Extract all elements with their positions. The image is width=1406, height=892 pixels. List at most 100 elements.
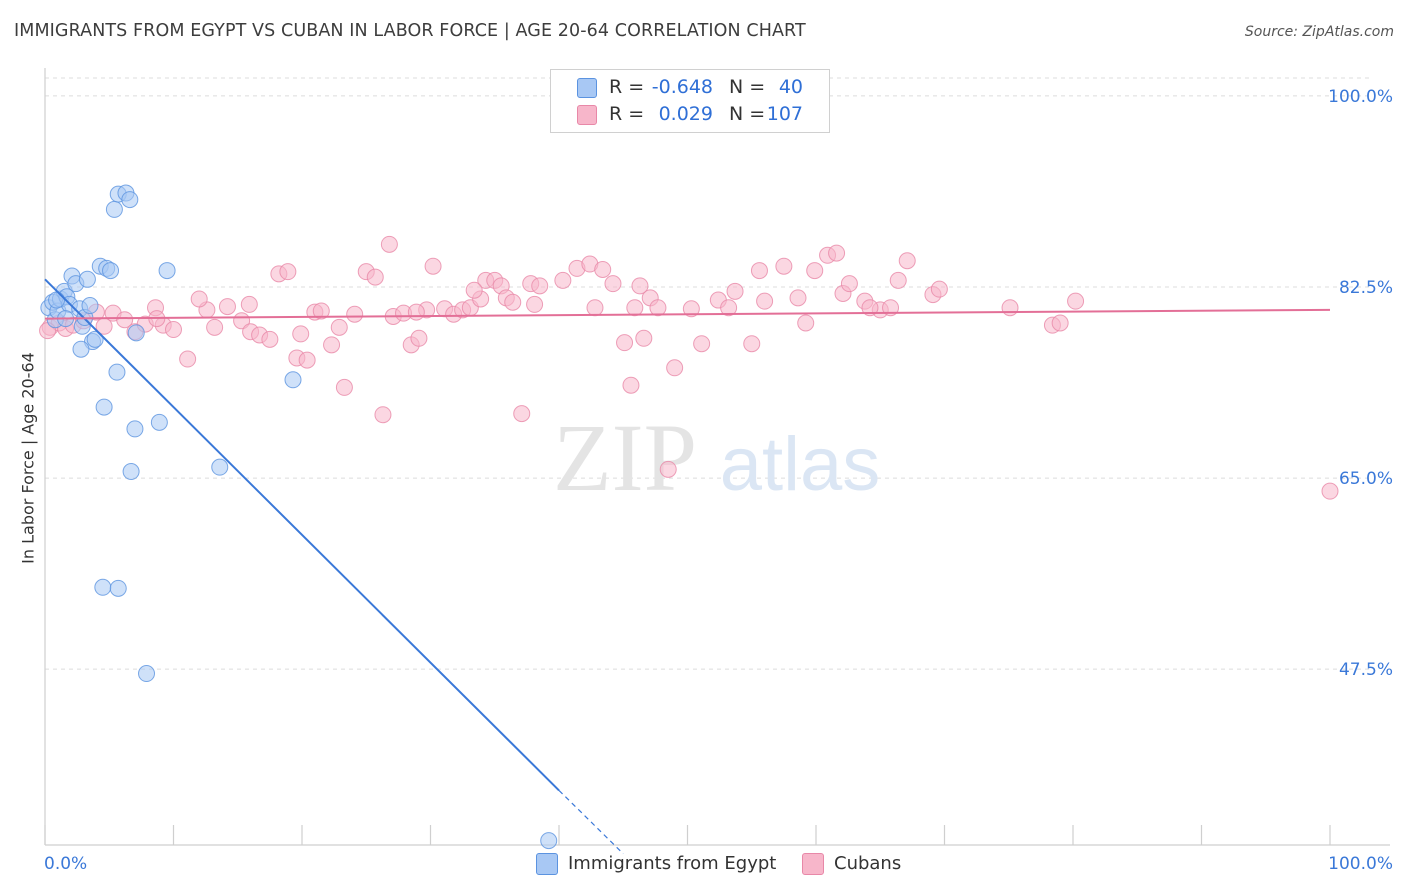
series-label-egypt: Immigrants from Egypt <box>568 853 777 874</box>
egypt-point <box>94 578 112 596</box>
cuban-point <box>797 314 815 332</box>
cuban-point <box>889 271 907 289</box>
cuban-point <box>346 305 364 323</box>
y-tick-label: 100.0% <box>1328 87 1393 107</box>
cuban-point <box>586 299 604 317</box>
cuban-point <box>380 235 398 253</box>
legend-r-value: 0.029 <box>658 103 713 125</box>
egypt-point <box>211 458 229 476</box>
legend-swatch-cubans <box>577 105 597 125</box>
cuban-point <box>930 280 948 298</box>
egypt-point <box>284 371 302 389</box>
series-swatch-egypt <box>536 853 558 875</box>
cuban-point <box>666 359 684 377</box>
watermark-zip: ZIP <box>553 404 697 511</box>
cuban-point <box>116 311 134 329</box>
egypt-point <box>540 832 558 850</box>
legend-row-egypt: R = -0.648 N = 40 <box>551 74 829 100</box>
cuban-point <box>335 378 353 396</box>
cuban-point <box>720 299 738 317</box>
cuban-point <box>261 330 279 348</box>
cuban-point <box>635 329 653 347</box>
cuban-point <box>410 329 428 347</box>
legend-row-cubans: R = 0.029 N = 107 <box>551 101 829 127</box>
cuban-point <box>531 277 549 295</box>
egypt-point <box>81 297 99 315</box>
series-label-cubans: Cubans <box>834 853 902 874</box>
cuban-point <box>190 290 208 308</box>
source-credit: Source: ZipAtlas.com <box>1244 24 1394 40</box>
egypt-trend-line <box>44 278 560 792</box>
egypt-point <box>127 324 145 342</box>
cuban-point <box>279 263 297 281</box>
cuban-point <box>743 335 761 353</box>
legend-r-label: R = <box>609 76 645 98</box>
cuban-point <box>323 336 341 354</box>
cuban-point <box>594 260 612 278</box>
cuban-point <box>616 334 634 352</box>
cuban-point <box>840 275 858 293</box>
chart-title: IMMIGRANTS FROM EGYPT VS CUBAN IN LABOR … <box>14 21 806 41</box>
legend-n-value: 40 <box>778 76 803 98</box>
cuban-point <box>882 299 900 317</box>
cuban-point <box>604 275 622 293</box>
cuban-point <box>513 405 531 423</box>
cuban-point <box>649 299 667 317</box>
legend-n-label: N = <box>729 76 766 98</box>
cuban-point <box>504 293 522 311</box>
cuban-point <box>775 257 793 275</box>
cuban-point <box>424 257 442 275</box>
y-tick-label: 47.5% <box>1339 660 1393 680</box>
cuban-point <box>789 289 807 307</box>
cuban-point <box>626 299 644 317</box>
cuban-point <box>292 325 310 343</box>
cuban-point <box>861 299 879 317</box>
legend-n-label: N = <box>729 103 766 125</box>
legend-swatch-egypt <box>577 78 597 98</box>
correlation-legend: R = -0.648 N = 40 R = 0.029 N = 107 <box>550 69 830 133</box>
x-tick-label: 0.0% <box>44 854 87 874</box>
cuban-point <box>218 298 236 316</box>
egypt-trend-extension <box>558 789 624 855</box>
legend-n-value: 107 <box>766 103 803 125</box>
cuban-point <box>682 300 700 318</box>
data-points <box>39 184 1339 850</box>
cuban-point <box>659 460 677 478</box>
egypt-point <box>121 191 139 209</box>
watermark-atlas: atlas <box>720 422 881 507</box>
cuban-point <box>726 282 744 300</box>
egypt-point <box>86 330 104 348</box>
egypt-point <box>102 262 120 280</box>
axes <box>44 68 1390 846</box>
cuban-point <box>1321 482 1339 500</box>
egypt-point <box>78 270 96 288</box>
y-axis-label: In Labor Force | Age 20-64 <box>18 352 38 564</box>
watermark: ZIP atlas <box>553 404 880 511</box>
cuban-point <box>240 295 258 313</box>
egypt-point <box>108 363 126 381</box>
x-tick-label: 100.0% <box>1328 854 1393 874</box>
cuban-point <box>750 262 768 280</box>
cuban-point <box>1001 299 1019 317</box>
cuban-point <box>693 335 711 353</box>
egypt-point <box>150 413 168 431</box>
cuban-point <box>330 318 348 336</box>
egypt-point <box>48 291 66 309</box>
legend-r-value: -0.648 <box>651 76 713 98</box>
cuban-point <box>374 406 392 424</box>
cuban-point <box>165 321 182 339</box>
egypt-point <box>138 665 156 683</box>
cuban-point <box>828 244 846 262</box>
egypt-point <box>105 200 123 218</box>
cuban-point <box>1051 314 1069 332</box>
cuban-point <box>554 271 572 289</box>
egypt-point <box>95 398 113 416</box>
y-tick-label: 82.5% <box>1339 278 1393 298</box>
cuban-point <box>756 292 774 310</box>
egypt-point <box>158 262 176 280</box>
trend-lines <box>44 278 1331 855</box>
cuban-point <box>407 303 425 321</box>
cuban-point <box>179 350 197 368</box>
cuban-point <box>806 262 824 280</box>
